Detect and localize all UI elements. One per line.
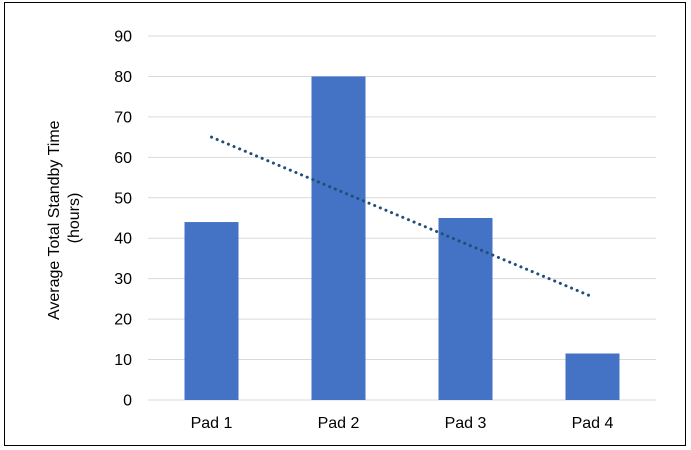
y-tick-label: 70 (114, 109, 132, 126)
bar-pad-1 (184, 222, 239, 400)
trendline (210, 135, 594, 299)
chart-frame: 0 10 20 30 40 50 60 70 80 90 Pad 1 Pad 2 Pad 3 Pad 4… (4, 2, 686, 446)
x-tick-label: Pad 3 (445, 415, 487, 432)
x-tick-labels: Pad 1 Pad 2 Pad 3 Pad 4 (191, 415, 614, 432)
y-tick-labels: 0 10 20 30 40 50 60 70 80 90 (114, 29, 132, 410)
x-tick-label: Pad 1 (191, 415, 233, 432)
y-tick-label: 0 (123, 393, 132, 410)
y-tick-label: 20 (114, 312, 132, 329)
y-axis-title-line-2: (hours) (66, 193, 83, 244)
x-tick-label: Pad 2 (318, 415, 360, 432)
y-tick-label: 50 (114, 190, 132, 207)
bar-chart: 0 10 20 30 40 50 60 70 80 90 Pad 1 Pad 2 Pad 3 Pad 4… (46, 29, 656, 432)
y-tick-label: 60 (114, 150, 132, 167)
trendline-group (210, 135, 594, 299)
y-tick-label: 90 (114, 29, 132, 46)
bar-pad-4 (565, 353, 620, 400)
y-tick-label: 40 (114, 231, 132, 248)
y-tick-label: 30 (114, 271, 132, 288)
y-axis-title-line-1: Average Total Standby Time (46, 120, 63, 320)
y-tick-label: 10 (114, 352, 132, 369)
x-tick-label: Pad 4 (572, 415, 614, 432)
y-axis-title: Average Total Standby Time (hours) (46, 116, 83, 320)
y-tick-label: 80 (114, 69, 132, 86)
bar-pad-2 (311, 76, 366, 400)
bar-pad-3 (438, 218, 493, 400)
bars (184, 76, 620, 400)
